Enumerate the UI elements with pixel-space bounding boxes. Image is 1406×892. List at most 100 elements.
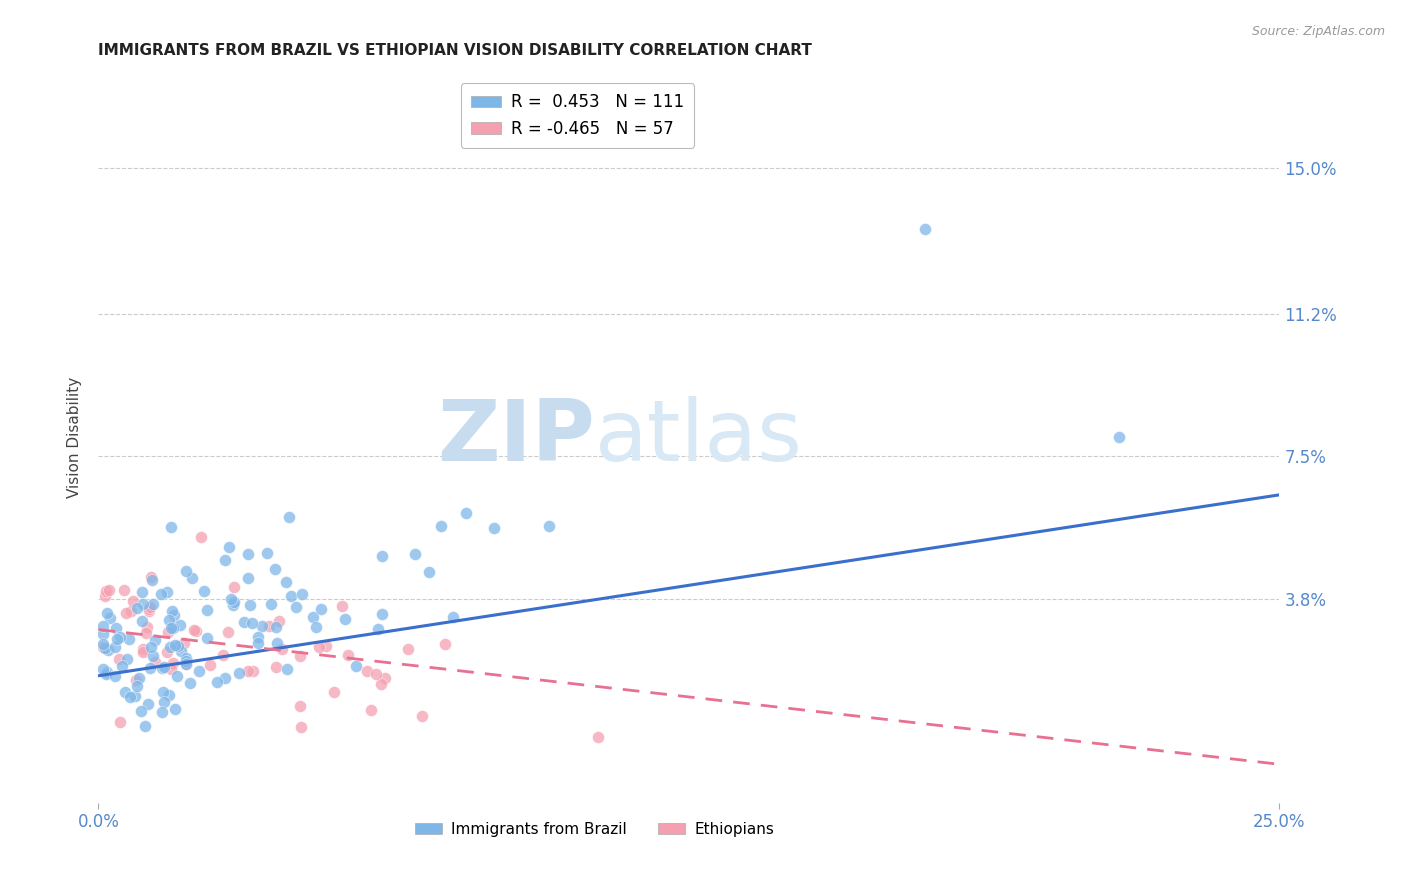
Point: [364, 666, 387, 681]
Point: [586, 731, 609, 745]
Point: [305, 620, 328, 634]
Point: [169, 618, 191, 632]
Point: [91, 626, 114, 640]
Point: [159, 688, 181, 702]
Point: [142, 648, 165, 663]
Point: [152, 685, 174, 699]
Point: [228, 666, 250, 681]
Point: [236, 571, 259, 585]
Point: [114, 583, 136, 598]
Point: [430, 519, 453, 533]
Point: [238, 665, 260, 679]
Point: [107, 652, 129, 666]
Point: [239, 599, 262, 613]
Point: [91, 618, 114, 632]
Point: [418, 565, 440, 579]
Point: [214, 671, 236, 685]
Point: [322, 685, 344, 699]
Point: [190, 531, 212, 545]
Point: [411, 709, 433, 723]
Point: [162, 656, 184, 670]
Text: Source: ZipAtlas.com: Source: ZipAtlas.com: [1251, 25, 1385, 38]
Point: [128, 671, 150, 685]
Point: [370, 677, 392, 691]
Point: [174, 651, 197, 665]
Legend: Immigrants from Brazil, Ethiopians: Immigrants from Brazil, Ethiopians: [409, 815, 780, 843]
Point: [120, 604, 142, 618]
Point: [211, 648, 233, 662]
Point: [162, 621, 184, 635]
Point: [94, 589, 117, 603]
Point: [256, 546, 278, 560]
Point: [166, 669, 188, 683]
Point: [367, 622, 389, 636]
Point: [374, 671, 396, 685]
Point: [118, 632, 141, 646]
Point: [142, 597, 165, 611]
Point: [266, 635, 288, 649]
Point: [277, 510, 299, 524]
Point: [264, 660, 287, 674]
Point: [195, 603, 218, 617]
Point: [247, 630, 270, 644]
Point: [396, 641, 419, 656]
Point: [184, 624, 207, 639]
Point: [333, 612, 356, 626]
Point: [153, 695, 176, 709]
Point: [219, 591, 242, 606]
Point: [169, 644, 191, 658]
Point: [290, 648, 312, 663]
Point: [207, 674, 229, 689]
Text: ZIP: ZIP: [437, 395, 595, 479]
Point: [214, 553, 236, 567]
Point: [344, 659, 367, 673]
Point: [155, 585, 177, 599]
Point: [181, 571, 204, 585]
Point: [139, 640, 162, 655]
Point: [96, 665, 118, 679]
Point: [260, 597, 283, 611]
Point: [97, 583, 120, 598]
Point: [132, 641, 155, 656]
Point: [222, 594, 245, 608]
Point: [233, 615, 256, 629]
Point: [131, 584, 153, 599]
Point: [138, 602, 160, 616]
Point: [291, 587, 314, 601]
Point: [139, 570, 162, 584]
Point: [156, 625, 179, 640]
Point: [167, 639, 190, 653]
Point: [120, 690, 142, 705]
Point: [157, 613, 180, 627]
Point: [160, 519, 183, 533]
Point: [98, 611, 121, 625]
Point: [108, 714, 131, 729]
Text: IMMIGRANTS FROM BRAZIL VS ETHIOPIAN VISION DISABILITY CORRELATION CHART: IMMIGRANTS FROM BRAZIL VS ETHIOPIAN VISI…: [98, 43, 813, 58]
Point: [150, 587, 173, 601]
Point: [914, 222, 936, 236]
Point: [160, 621, 183, 635]
Point: [96, 667, 118, 681]
Point: [153, 660, 176, 674]
Point: [160, 603, 183, 617]
Point: [125, 601, 148, 615]
Point: [105, 632, 128, 647]
Point: [218, 540, 240, 554]
Point: [315, 639, 337, 653]
Point: [160, 662, 183, 676]
Point: [97, 643, 120, 657]
Point: [115, 606, 138, 620]
Point: [150, 661, 173, 675]
Point: [187, 664, 209, 678]
Point: [135, 620, 157, 634]
Point: [252, 618, 274, 632]
Point: [285, 600, 308, 615]
Point: [156, 645, 179, 659]
Y-axis label: Vision Disability: Vision Disability: [67, 376, 83, 498]
Point: [96, 607, 118, 621]
Point: [217, 625, 239, 640]
Point: [94, 583, 117, 598]
Point: [290, 720, 312, 734]
Point: [174, 565, 197, 579]
Point: [276, 662, 298, 676]
